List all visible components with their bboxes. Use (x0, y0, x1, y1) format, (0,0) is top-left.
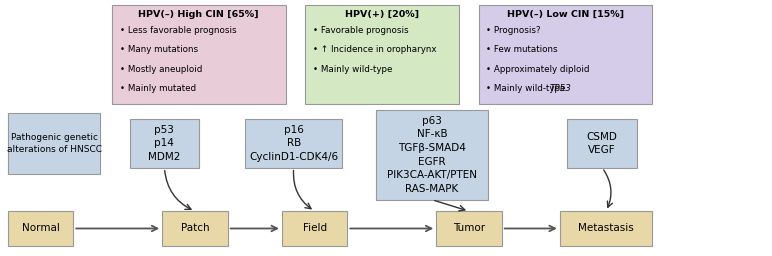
FancyBboxPatch shape (305, 5, 459, 104)
Text: • Less favorable prognosis: • Less favorable prognosis (120, 26, 236, 35)
Text: • ↑ Incidence in oropharynx: • ↑ Incidence in oropharynx (313, 45, 436, 54)
Text: • Mainly wild-type: • Mainly wild-type (486, 84, 568, 93)
Text: p53
p14
MDM2: p53 p14 MDM2 (148, 125, 181, 162)
FancyBboxPatch shape (436, 211, 502, 246)
Text: TP53: TP53 (550, 84, 571, 93)
FancyBboxPatch shape (560, 211, 652, 246)
Text: HPV(–) Low CIN [15%]: HPV(–) Low CIN [15%] (507, 10, 624, 19)
Text: Field: Field (303, 223, 327, 233)
Text: HPV(+) [20%]: HPV(+) [20%] (345, 10, 419, 19)
Text: Metastasis: Metastasis (578, 223, 634, 233)
FancyBboxPatch shape (282, 211, 347, 246)
Text: • Many mutations: • Many mutations (120, 45, 198, 54)
Text: HPV(–) High CIN [65%]: HPV(–) High CIN [65%] (138, 10, 259, 19)
Text: p63
NF-κB
TGFβ-SMAD4
EGFR
PIK3CA-AKT/PTEN
RAS-MAPK: p63 NF-κB TGFβ-SMAD4 EGFR PIK3CA-AKT/PTE… (387, 116, 477, 194)
Text: • Prognosis?: • Prognosis? (486, 26, 541, 35)
FancyBboxPatch shape (8, 211, 73, 246)
Text: p16
RB
CyclinD1-CDK4/6: p16 RB CyclinD1-CDK4/6 (249, 125, 338, 162)
Text: Tumor: Tumor (453, 223, 485, 233)
Text: • Mainly wild-type: • Mainly wild-type (313, 65, 394, 73)
Text: Normal: Normal (22, 223, 59, 233)
Text: • Mainly mutated: • Mainly mutated (120, 84, 198, 93)
FancyBboxPatch shape (245, 119, 342, 168)
Text: Pathogenic genetic
alterations of HNSCC: Pathogenic genetic alterations of HNSCC (6, 133, 102, 154)
Text: • Few mutations: • Few mutations (486, 45, 558, 54)
FancyBboxPatch shape (162, 211, 228, 246)
Text: CSMD
VEGF: CSMD VEGF (587, 132, 618, 155)
Text: • Favorable prognosis: • Favorable prognosis (313, 26, 408, 35)
Text: • Approximately diploid: • Approximately diploid (486, 65, 590, 73)
FancyBboxPatch shape (479, 5, 652, 104)
Text: Patch: Patch (181, 223, 209, 233)
FancyBboxPatch shape (112, 5, 286, 104)
FancyBboxPatch shape (376, 110, 488, 200)
FancyBboxPatch shape (130, 119, 199, 168)
FancyBboxPatch shape (567, 119, 637, 168)
FancyBboxPatch shape (8, 113, 100, 174)
Text: • Mostly aneuploid: • Mostly aneuploid (120, 65, 202, 73)
